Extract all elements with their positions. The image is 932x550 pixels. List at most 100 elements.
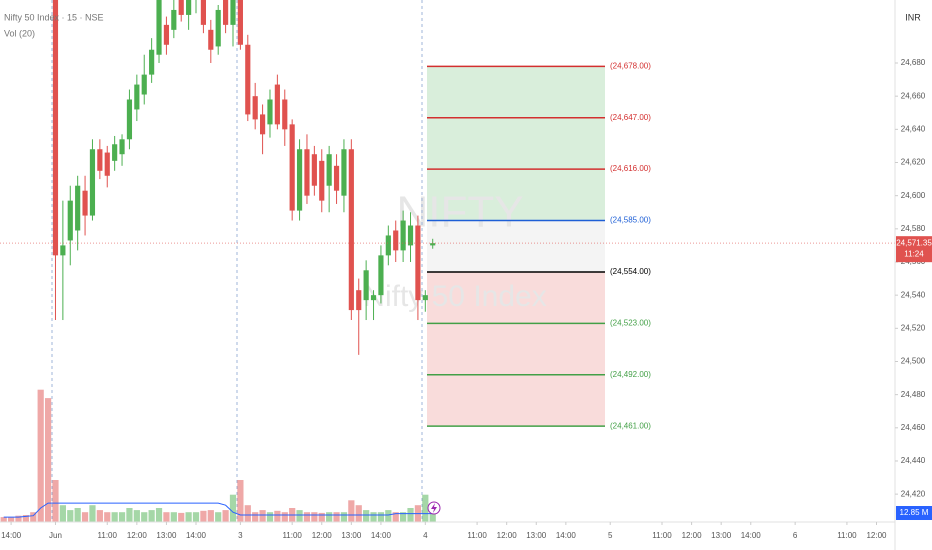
candle-body bbox=[304, 149, 310, 196]
volume-bar bbox=[37, 389, 44, 522]
candle-body bbox=[274, 84, 280, 125]
volume-bar bbox=[15, 515, 22, 522]
candle-body bbox=[326, 154, 332, 186]
level-zone bbox=[427, 220, 605, 272]
y-tick-label: 24,680 bbox=[901, 58, 926, 67]
volume-label-box bbox=[896, 506, 932, 521]
candle-body bbox=[333, 165, 340, 191]
volume-bar bbox=[355, 505, 362, 522]
x-tick-label: 12:00 bbox=[127, 531, 148, 540]
level-label: (24,523.00) bbox=[610, 318, 651, 327]
candle-body bbox=[104, 152, 110, 176]
volume-bar bbox=[67, 510, 74, 522]
level-label: (24,554.00) bbox=[610, 267, 651, 276]
candle-body bbox=[75, 185, 81, 231]
candle-body bbox=[356, 290, 362, 311]
zones bbox=[427, 66, 605, 427]
candle-body bbox=[119, 139, 125, 155]
candle-body bbox=[267, 99, 273, 125]
x-tick-label: 11:00 bbox=[98, 531, 118, 540]
candle-body bbox=[430, 243, 436, 246]
y-tick-label: 24,640 bbox=[901, 124, 926, 133]
volume-bar bbox=[296, 510, 303, 522]
volume-bar bbox=[252, 512, 259, 522]
volume-bar bbox=[229, 494, 237, 522]
volume-bar bbox=[429, 513, 436, 522]
candle-body bbox=[60, 245, 66, 256]
x-tick-label: 11:00 bbox=[467, 531, 487, 540]
volume-bar bbox=[52, 480, 59, 522]
level-zone bbox=[427, 374, 605, 427]
candle-body bbox=[311, 154, 317, 186]
candle-body bbox=[237, 0, 243, 45]
volume-bar bbox=[155, 508, 163, 522]
candle-body bbox=[178, 0, 184, 15]
candle-body bbox=[282, 99, 288, 130]
volume-bar bbox=[59, 505, 66, 522]
candle-body bbox=[341, 149, 347, 196]
volume-bar bbox=[30, 512, 37, 522]
candle-body bbox=[407, 225, 414, 246]
volume-bar bbox=[370, 512, 377, 522]
currency: INR bbox=[905, 12, 921, 22]
symbol-title: Nifty 50 Index · 15 · NSE bbox=[4, 12, 104, 22]
candle-body bbox=[163, 24, 170, 45]
x-tick-label: 11:00 bbox=[652, 531, 672, 540]
x-tick-label: Jun bbox=[49, 531, 62, 540]
volume-bar bbox=[133, 510, 140, 522]
volume-bar bbox=[148, 510, 155, 522]
last-price-box bbox=[896, 236, 932, 263]
candle-body bbox=[112, 144, 118, 161]
y-tick-label: 24,580 bbox=[901, 224, 926, 233]
candle-body bbox=[245, 44, 251, 115]
candle-body bbox=[296, 149, 303, 211]
candle-body bbox=[223, 0, 229, 25]
y-tick-label: 24,500 bbox=[901, 357, 926, 366]
y-tick-label: 24,520 bbox=[901, 323, 926, 332]
volume-bar bbox=[126, 508, 133, 522]
volume-bar bbox=[207, 510, 214, 522]
x-tick-label: 12:00 bbox=[866, 531, 887, 540]
level-label: (24,678.00) bbox=[610, 61, 651, 70]
x-tick-label: 5 bbox=[608, 531, 613, 540]
candle-body bbox=[149, 49, 155, 75]
volume-bar bbox=[81, 512, 89, 522]
candle-body bbox=[208, 29, 214, 50]
volume-bar bbox=[215, 512, 222, 522]
countdown: 11:24 bbox=[904, 249, 924, 258]
candle-body bbox=[171, 9, 177, 30]
y-tick-label: 24,460 bbox=[901, 423, 926, 432]
candle-body bbox=[378, 255, 384, 296]
candle-body bbox=[348, 149, 354, 311]
x-tick-label: 4 bbox=[423, 531, 428, 540]
candle-body bbox=[215, 9, 221, 47]
x-tick-label: 12:00 bbox=[497, 531, 518, 540]
candle-body bbox=[422, 295, 428, 301]
x-tick-label: 14:00 bbox=[186, 531, 207, 540]
volume-bar bbox=[185, 512, 192, 522]
volume-bar bbox=[96, 510, 103, 522]
y-tick-label: 24,620 bbox=[901, 158, 926, 167]
volume-bar bbox=[170, 512, 177, 522]
candle-body bbox=[141, 74, 147, 95]
plot bbox=[0, 0, 895, 522]
volume-bar bbox=[326, 512, 333, 522]
volume-bar bbox=[340, 512, 348, 522]
x-tick-label: 13:00 bbox=[526, 531, 547, 540]
volume-bar bbox=[385, 510, 392, 522]
volume-label: 12.85 M bbox=[900, 508, 929, 517]
candle-body bbox=[400, 220, 406, 251]
x-tick-label: 3 bbox=[238, 531, 243, 540]
candle-body bbox=[200, 0, 206, 25]
candle-body bbox=[52, 0, 59, 256]
y-tick-label: 24,440 bbox=[901, 456, 926, 465]
candle-body bbox=[89, 149, 96, 216]
volume-bar bbox=[422, 494, 429, 522]
level-zone bbox=[427, 271, 605, 324]
volume-bar bbox=[104, 512, 111, 522]
x-tick-label: 6 bbox=[793, 531, 798, 540]
volume-bar bbox=[348, 500, 355, 522]
level-zone bbox=[427, 323, 605, 375]
candle-body bbox=[319, 160, 325, 201]
